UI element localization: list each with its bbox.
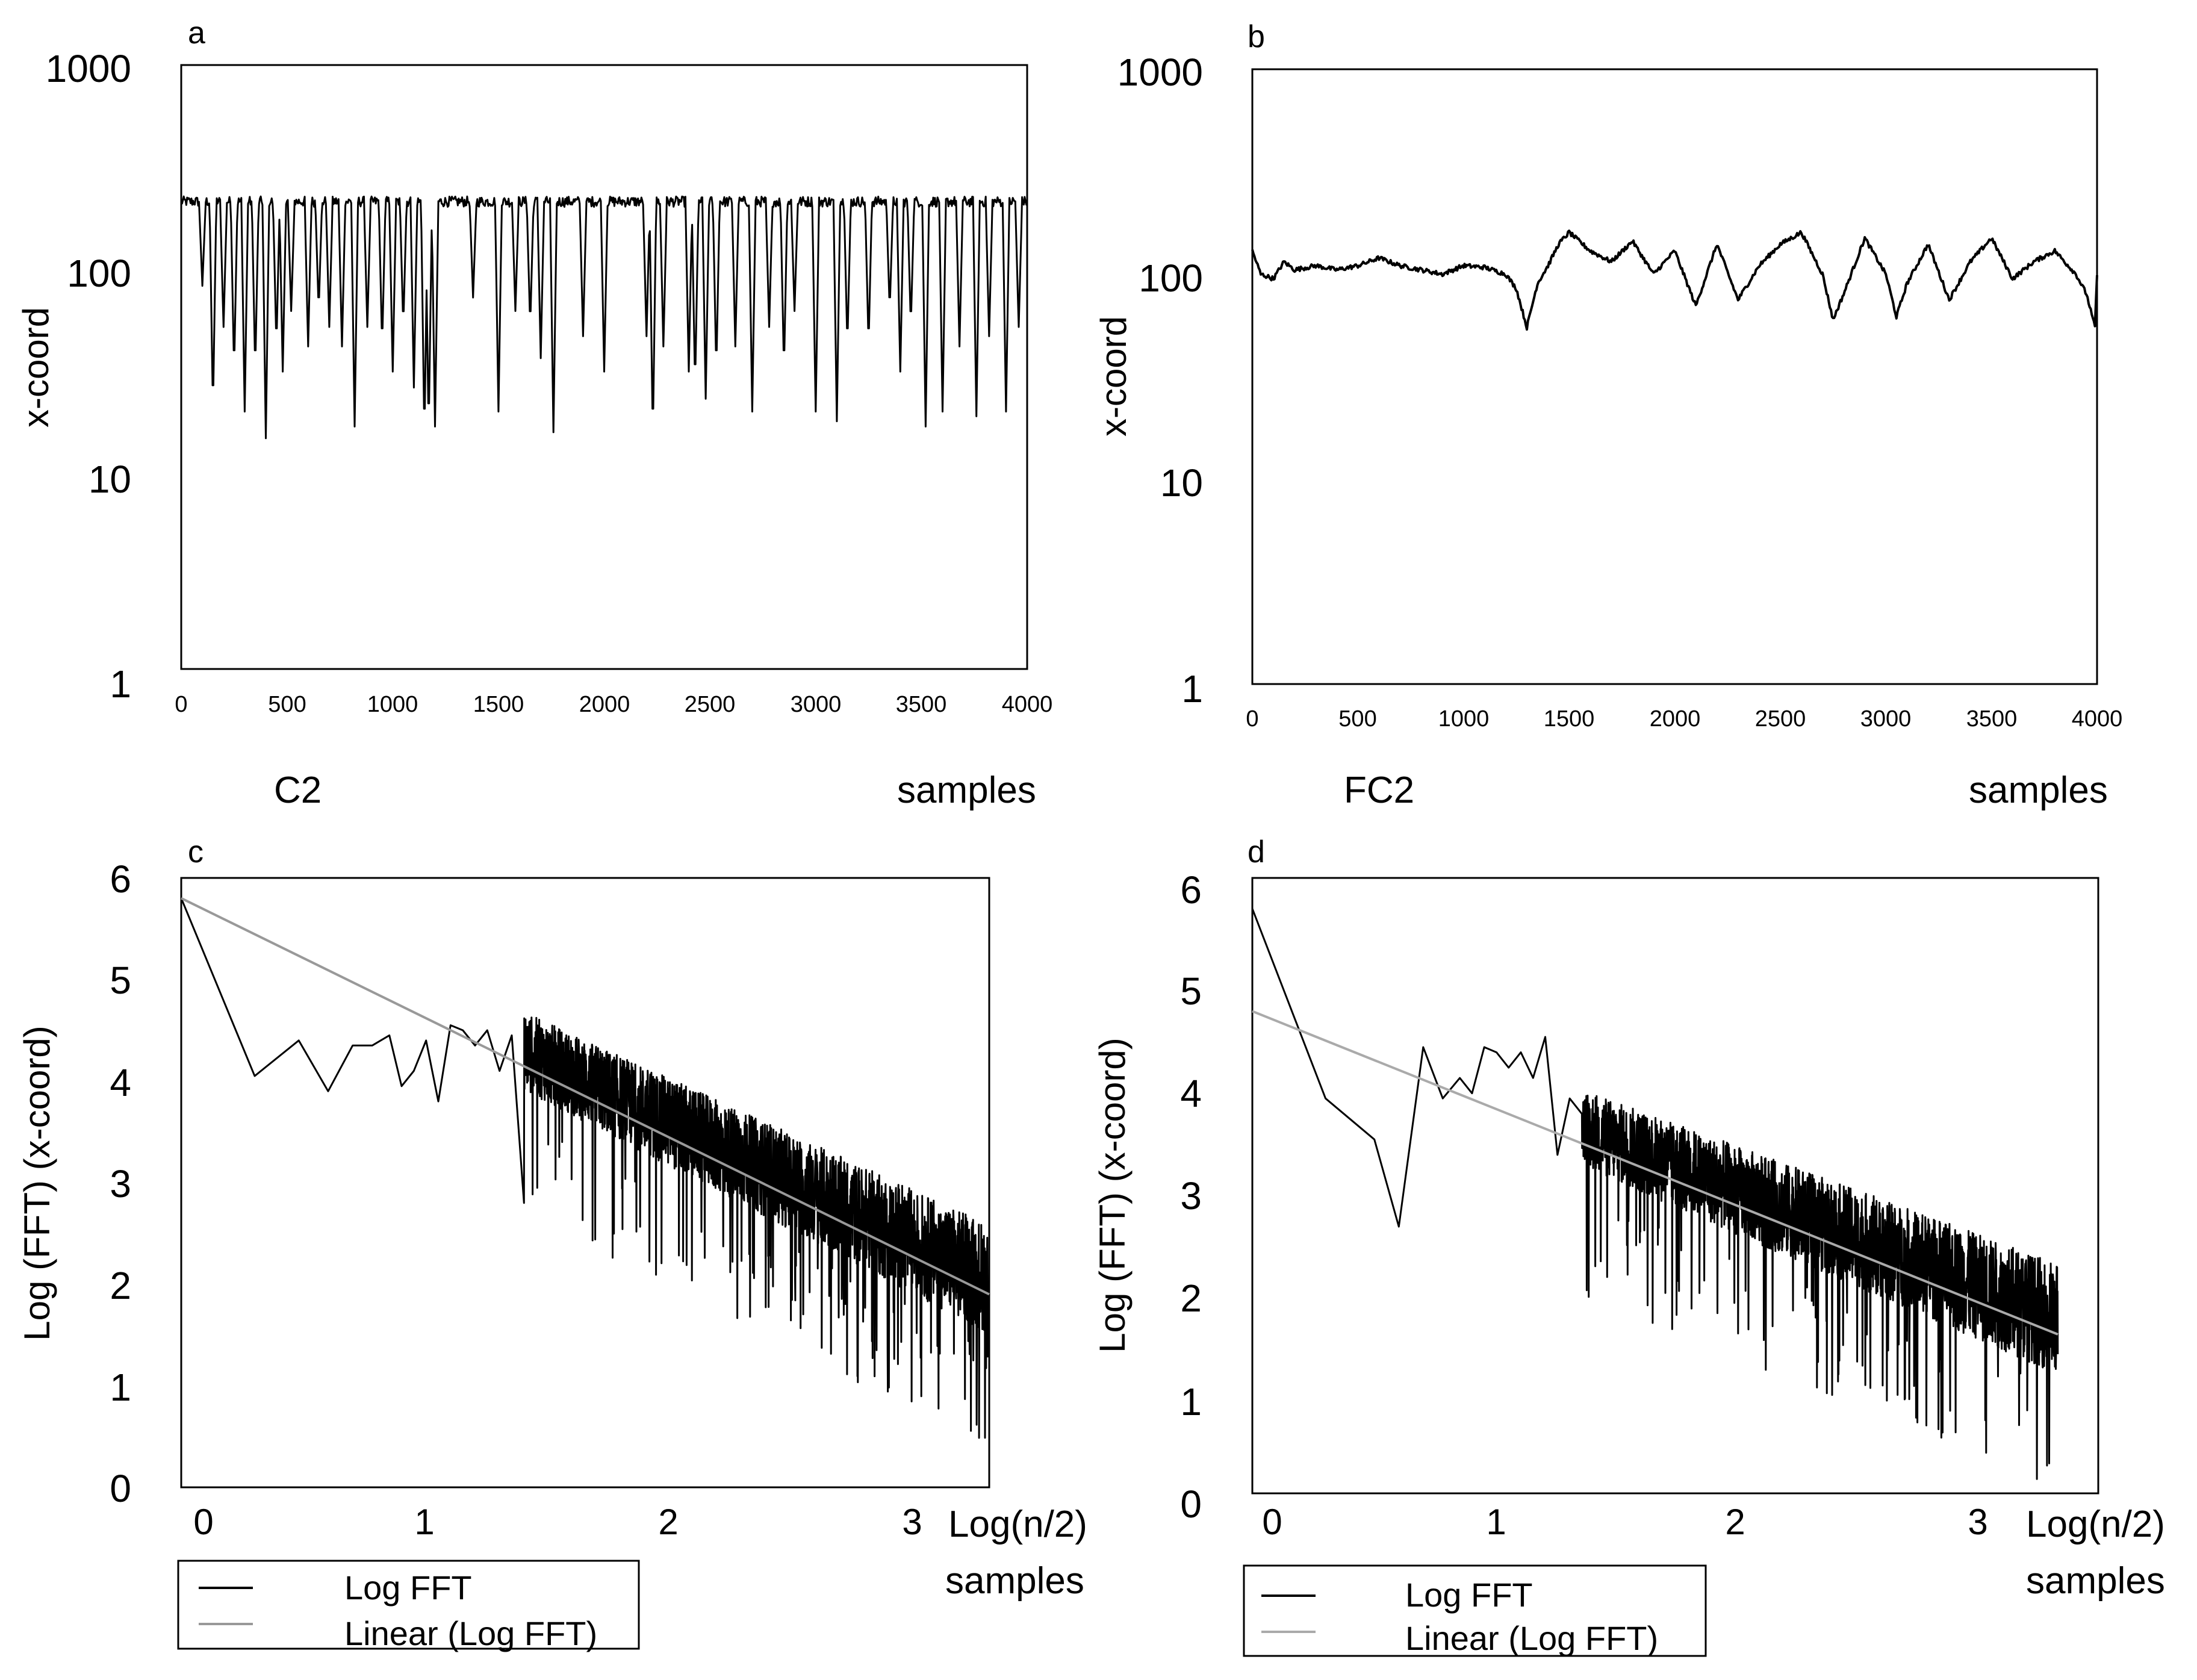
panel-a-xtick: 4000 bbox=[1002, 692, 1053, 717]
panel-c-letter: c bbox=[188, 835, 204, 870]
panel-c: c 6 5 4 3 2 1 0 0 1 2 3 Log (FFT) (x-coo… bbox=[17, 835, 1087, 1652]
panel-d-legend-label-linear: Linear (Log FFT) bbox=[1405, 1619, 1658, 1657]
panel-b-ytick: 1 bbox=[1181, 667, 1203, 711]
panel-a-ytick: 100 bbox=[67, 252, 131, 295]
panel-d-xtick: 2 bbox=[1725, 1502, 1745, 1542]
panel-a-ytick: 1 bbox=[110, 662, 131, 706]
panel-c-xlabel-units: samples bbox=[945, 1560, 1084, 1602]
panel-b-letter: b bbox=[1248, 19, 1265, 54]
panel-d-linear-fit-line bbox=[1252, 1010, 2059, 1336]
panel-d-plot-area bbox=[1251, 877, 2099, 1495]
panel-a-xtick: 3000 bbox=[791, 692, 842, 717]
panel-c-xtick: 2 bbox=[658, 1502, 678, 1542]
panel-b-yticks: 1000 100 10 1 bbox=[1117, 51, 1203, 711]
panel-a-letter: a bbox=[188, 16, 205, 51]
panel-a-ylabel: x-coord bbox=[16, 307, 56, 428]
panel-b-xticks: 0 500 1000 1500 2000 2500 3000 3500 4000 bbox=[1246, 706, 2122, 732]
panel-b-xtick: 3000 bbox=[1860, 706, 1912, 732]
panel-c-ytick: 5 bbox=[110, 959, 131, 1002]
panel-c-legend-label-log-fft: Log FFT bbox=[344, 1569, 472, 1607]
panel-d-xtick: 1 bbox=[1486, 1502, 1506, 1542]
panel-a-series-line bbox=[180, 195, 1028, 440]
panel-a-xlabel: samples bbox=[897, 770, 1036, 811]
panel-b-xtick: 2500 bbox=[1755, 706, 1806, 732]
panel-d-legend: Log FFT Linear (Log FFT) bbox=[1243, 1564, 1707, 1657]
panel-d-log-fft-line bbox=[1251, 908, 2059, 1480]
panel-a-ytick: 10 bbox=[89, 458, 131, 501]
panel-d-ytick: 6 bbox=[1180, 868, 1202, 912]
panel-a-xtick: 1500 bbox=[473, 692, 524, 717]
panel-d-ytick: 2 bbox=[1180, 1277, 1202, 1320]
panel-d-yticks: 6 5 4 3 2 1 0 bbox=[1180, 868, 1202, 1526]
panel-d-legend-box bbox=[1243, 1564, 1707, 1657]
panel-d-xticks: 0 1 2 3 bbox=[1262, 1502, 1987, 1542]
panel-d-xlabel: Log(n/2) bbox=[2026, 1504, 2165, 1545]
panel-c-xlabel: Log(n/2) bbox=[948, 1504, 1087, 1545]
panel-b-xtick: 1500 bbox=[1544, 706, 1595, 732]
panel-a-ytick: 1000 bbox=[46, 47, 131, 90]
panel-d-xlabel-units: samples bbox=[2026, 1560, 2165, 1602]
panel-b-xlabel: samples bbox=[1969, 770, 2108, 811]
panel-b-ytick: 10 bbox=[1160, 461, 1203, 505]
panel-a: a 1000 100 10 1 0 500 1000 1500 2000 250… bbox=[16, 16, 1052, 811]
panel-d-ytick: 0 bbox=[1180, 1482, 1202, 1526]
panel-a-yticks: 1000 100 10 1 bbox=[46, 47, 131, 706]
panel-b-plot-area bbox=[1251, 68, 2098, 685]
panel-d-letter: d bbox=[1248, 835, 1265, 870]
panel-a-xticks: 0 500 1000 1500 2000 2500 3000 3500 4000 bbox=[175, 692, 1052, 717]
panel-d-ytick: 5 bbox=[1180, 969, 1202, 1013]
panel-a-xtick: 1000 bbox=[367, 692, 418, 717]
panel-c-legend-box bbox=[177, 1560, 640, 1650]
panel-a-caption: C2 bbox=[274, 770, 322, 811]
panel-b-xtick: 500 bbox=[1338, 706, 1376, 732]
panel-d-xtick: 0 bbox=[1262, 1502, 1282, 1542]
panel-b-series-line bbox=[1251, 229, 2098, 331]
panel-c-log-fft-line bbox=[180, 898, 990, 1439]
panel-d: d 6 5 4 3 2 1 0 0 1 2 3 Log (FFT) (x-coo… bbox=[1092, 835, 2165, 1657]
panel-c-legend: Log FFT Linear (Log FFT) bbox=[177, 1560, 640, 1652]
panel-b-ytick: 100 bbox=[1139, 257, 1203, 300]
panel-c-ytick: 2 bbox=[110, 1264, 131, 1307]
panel-d-ylabel: Log (FFT) (x-coord) bbox=[1092, 1038, 1133, 1352]
panel-d-xtick: 3 bbox=[1968, 1502, 1987, 1542]
panel-b-xtick: 3500 bbox=[1966, 706, 2018, 732]
panel-b-xtick: 4000 bbox=[2072, 706, 2123, 732]
panel-b-caption: FC2 bbox=[1344, 770, 1414, 811]
panel-c-ytick: 3 bbox=[110, 1162, 131, 1206]
panel-d-ytick: 3 bbox=[1180, 1174, 1202, 1218]
panel-d-ytick: 4 bbox=[1180, 1072, 1202, 1115]
panel-c-linear-fit-line bbox=[181, 897, 990, 1296]
panel-b-ytick: 1000 bbox=[1117, 51, 1203, 94]
panel-c-ylabel: Log (FFT) (x-coord) bbox=[17, 1025, 57, 1340]
panel-a-xtick: 500 bbox=[268, 692, 306, 717]
panel-c-plot-area bbox=[180, 877, 990, 1489]
panel-a-xtick: 2000 bbox=[579, 692, 630, 717]
panel-c-xtick: 1 bbox=[414, 1502, 434, 1542]
panel-d-legend-label-log-fft: Log FFT bbox=[1405, 1576, 1533, 1614]
panel-b-xtick: 2000 bbox=[1650, 706, 1701, 732]
panel-b: b 1000 100 10 1 0 500 1000 1500 2000 250… bbox=[1093, 19, 2122, 811]
panel-c-legend-label-linear: Linear (Log FFT) bbox=[344, 1614, 597, 1652]
panel-c-yticks: 6 5 4 3 2 1 0 bbox=[110, 857, 131, 1510]
panel-c-xticks: 0 1 2 3 bbox=[193, 1502, 922, 1542]
panel-c-ytick: 1 bbox=[110, 1366, 131, 1409]
panel-a-plot-area bbox=[180, 64, 1028, 670]
panel-a-xtick: 0 bbox=[175, 692, 187, 717]
panel-c-xtick: 0 bbox=[193, 1502, 213, 1542]
panel-c-ytick: 0 bbox=[110, 1467, 131, 1510]
panel-b-xtick: 0 bbox=[1246, 706, 1258, 732]
panel-c-ytick: 6 bbox=[110, 857, 131, 901]
panel-d-ytick: 1 bbox=[1180, 1380, 1202, 1423]
panel-a-xtick: 3500 bbox=[896, 692, 947, 717]
panel-c-ytick: 4 bbox=[110, 1061, 131, 1104]
panel-c-xtick: 3 bbox=[902, 1502, 922, 1542]
panel-a-xtick: 2500 bbox=[685, 692, 736, 717]
panel-b-xtick: 1000 bbox=[1438, 706, 1490, 732]
panel-b-ylabel: x-coord bbox=[1093, 316, 1134, 437]
